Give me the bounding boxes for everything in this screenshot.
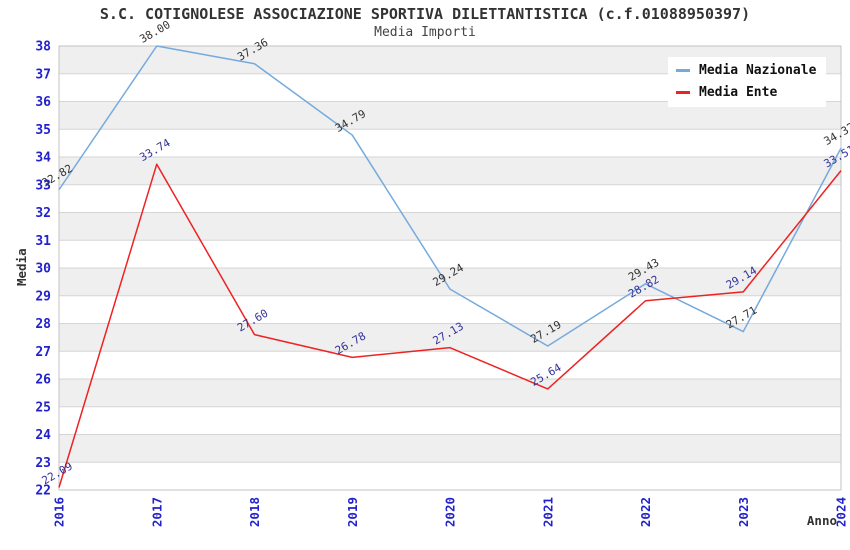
grid-band: [59, 157, 841, 185]
y-tick-label: 37: [35, 67, 51, 82]
y-tick-label: 32: [35, 206, 51, 221]
grid-band: [59, 295, 841, 324]
y-tick-label: 34: [35, 151, 51, 166]
x-tick-label: 2020: [443, 497, 458, 527]
y-tick-label: 35: [35, 123, 51, 138]
chart-legend: Media Nazionale Media Ente: [668, 57, 827, 107]
legend-label-media-nazionale: Media Nazionale: [699, 63, 817, 78]
y-tick-label: 27: [35, 345, 51, 360]
y-tick-label: 22: [35, 484, 51, 499]
media-ente-line-swatch: [676, 91, 690, 94]
legend-item-media-nazionale: Media Nazionale: [676, 64, 816, 77]
point-label: 38.00: [137, 18, 172, 46]
x-tick-label: 2018: [247, 497, 262, 527]
series-line-media-nazionale: [58, 45, 842, 347]
grid-band: [59, 379, 841, 407]
x-tick-label: 2019: [345, 497, 360, 527]
y-tick-label: 31: [35, 234, 51, 249]
grid-band: [59, 184, 841, 213]
series-line-media-ente: [58, 163, 842, 488]
y-tick-label: 26: [35, 373, 51, 388]
grid-band: [59, 434, 841, 463]
x-tick-label: 2016: [52, 497, 67, 527]
y-axis-title: Media: [14, 248, 29, 286]
y-tick-label: 38: [35, 40, 51, 55]
y-tick-label: 25: [35, 400, 51, 415]
y-tick-label: 36: [35, 95, 51, 110]
grid-band: [59, 406, 841, 435]
chart-subtitle: Media Importi: [374, 25, 476, 40]
plot-border: [58, 45, 842, 491]
legend-label-media-ente: Media Ente: [699, 85, 778, 100]
grid-band: [59, 268, 841, 296]
y-tick-label: 23: [35, 456, 51, 471]
y-tick-label: 30: [35, 262, 51, 277]
x-axis-title: Anno: [807, 513, 837, 528]
y-tick-label: 28: [35, 317, 51, 332]
x-tick-label: 2021: [540, 497, 555, 527]
legend-item-media-ente: Media Ente: [676, 86, 816, 99]
y-tick-label: 33: [35, 178, 51, 193]
media-nazionale-line-swatch: [676, 69, 690, 72]
grid-band: [59, 323, 841, 352]
x-tick-label: 2017: [149, 497, 164, 527]
y-tick-label: 24: [35, 428, 51, 443]
x-tick-label: 2024: [834, 497, 849, 527]
chart-title: S.C. COTIGNOLESE ASSOCIAZIONE SPORTIVA D…: [99, 5, 751, 23]
grid-band: [59, 240, 841, 268]
grid-band: [59, 212, 841, 241]
y-tick-label: 29: [35, 289, 51, 304]
x-tick-label: 2022: [638, 497, 653, 527]
grid-band: [59, 129, 841, 157]
x-tick-label: 2023: [736, 497, 751, 527]
grid-band: [59, 462, 841, 490]
grid-band: [59, 351, 841, 379]
